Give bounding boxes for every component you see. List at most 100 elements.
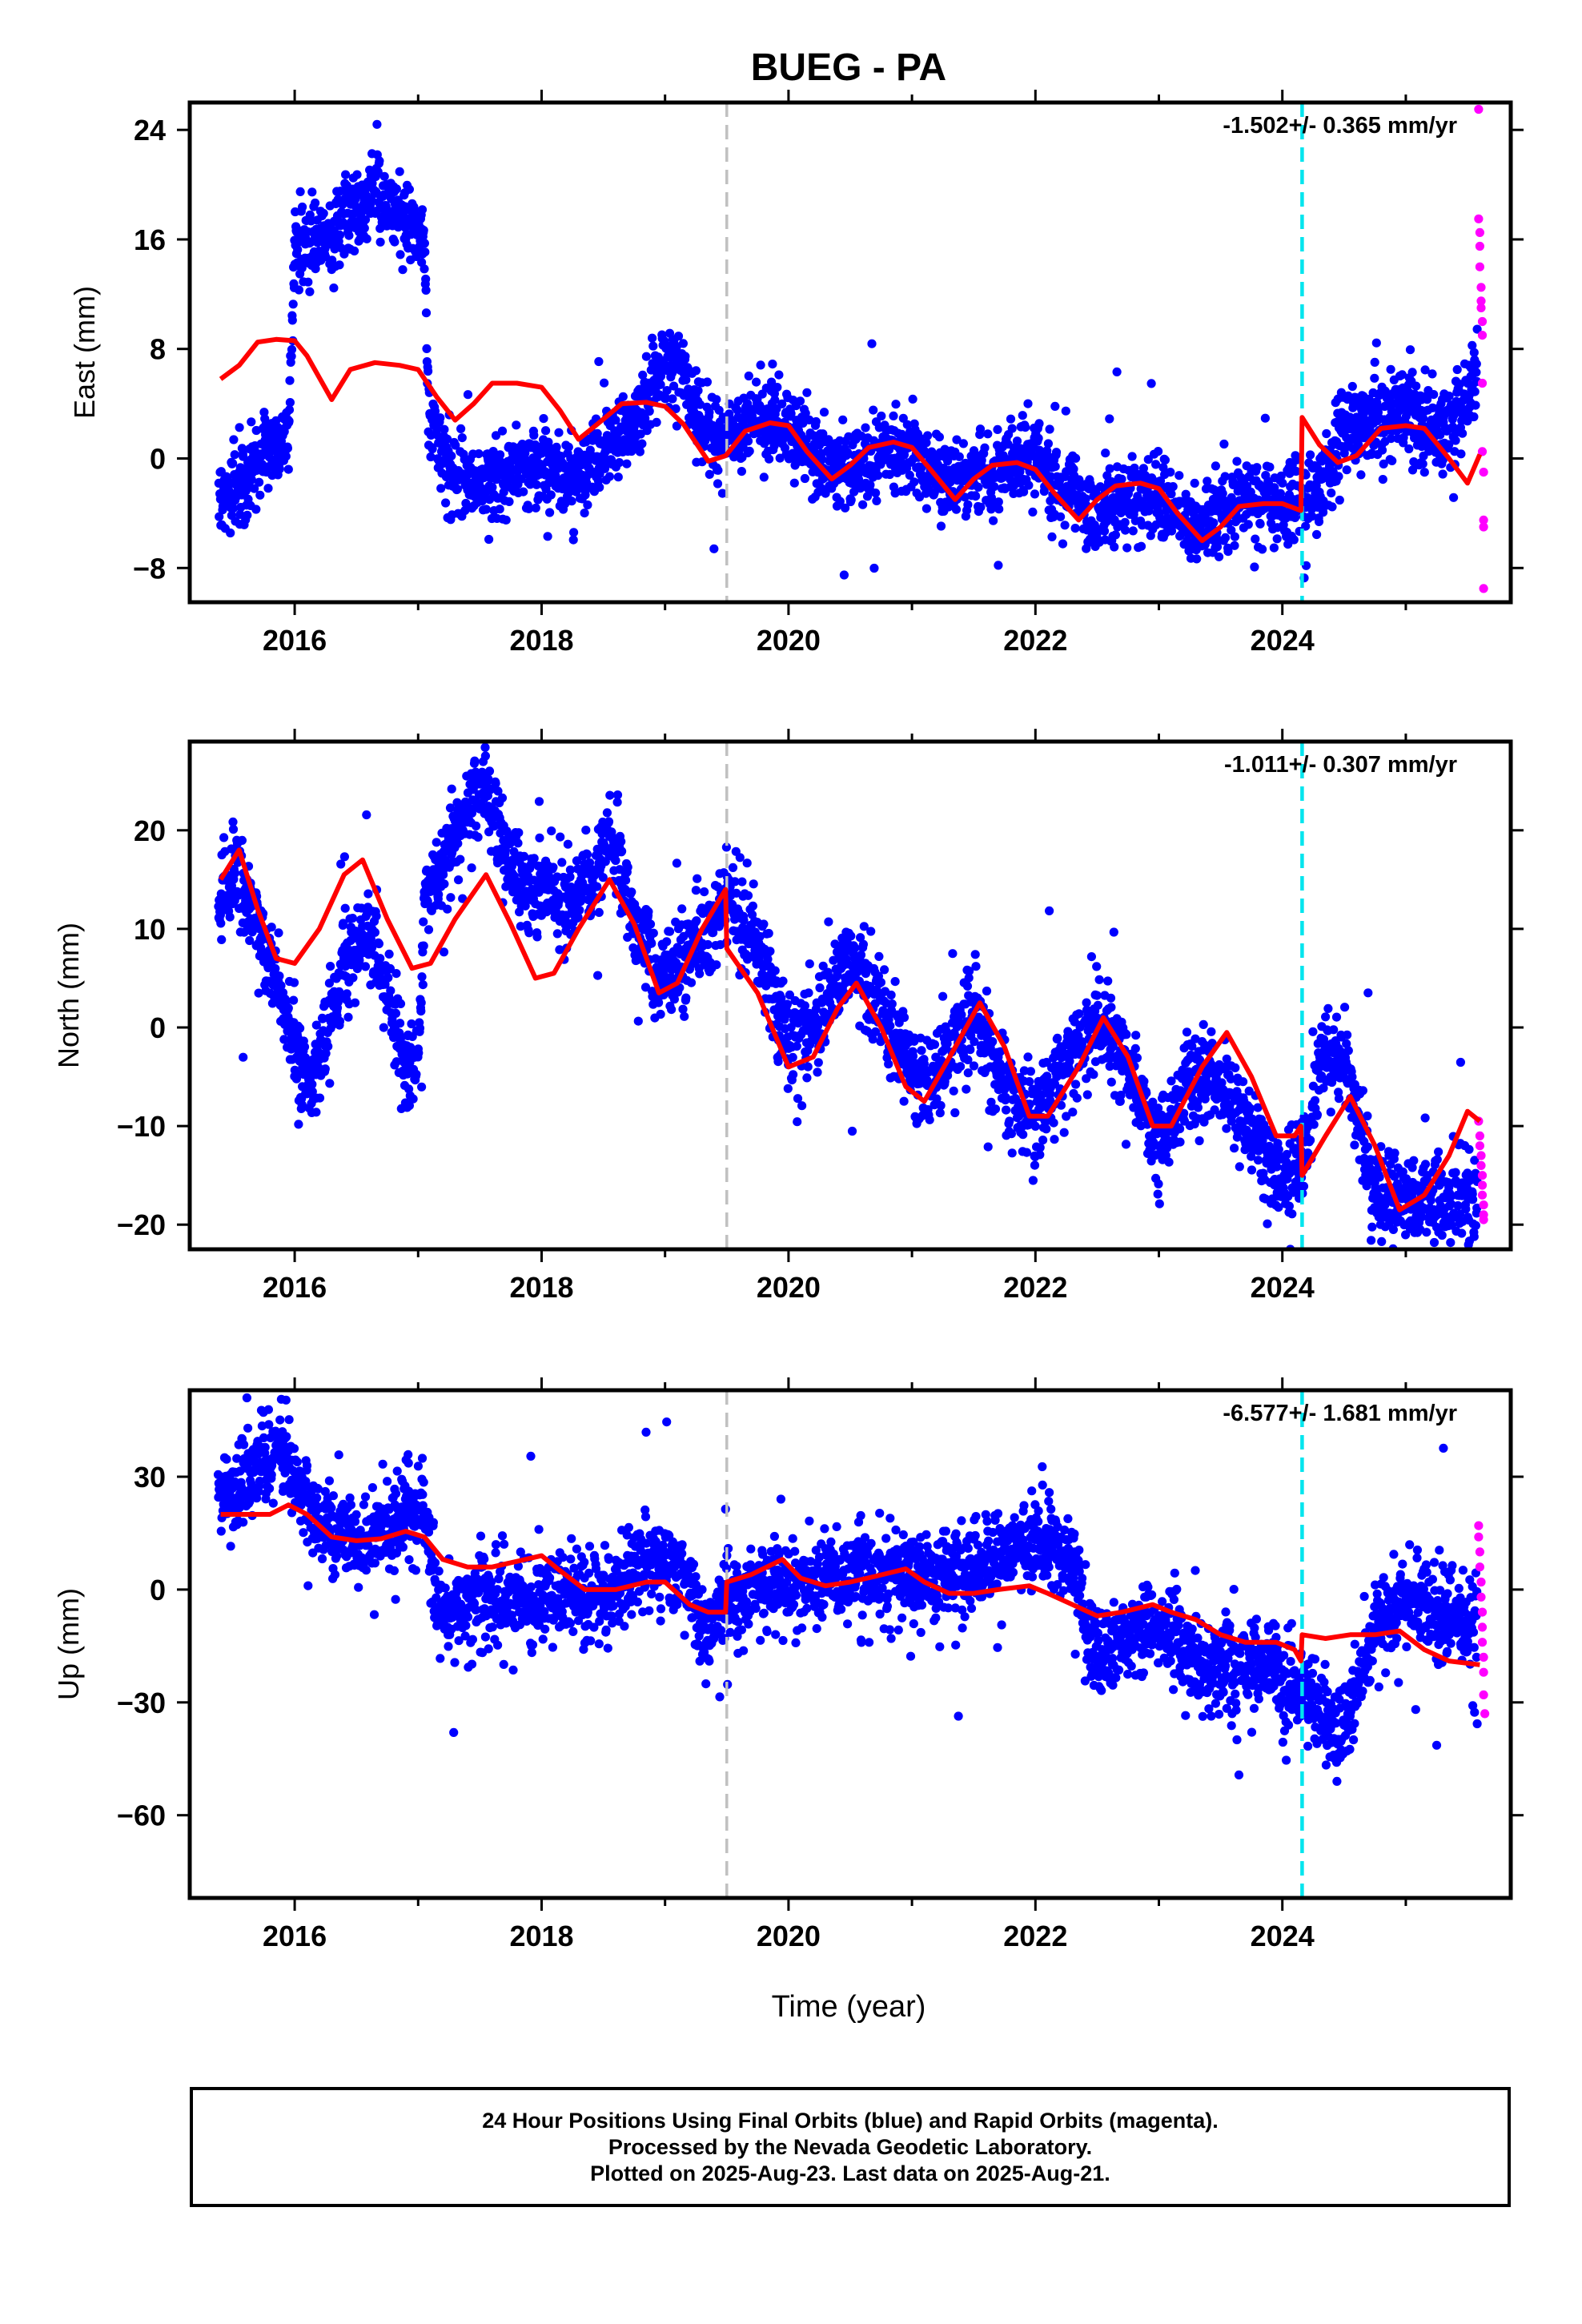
final-orbit-point bbox=[602, 808, 612, 818]
final-orbit-point bbox=[404, 184, 414, 194]
final-orbit-point bbox=[753, 428, 763, 438]
final-orbit-point bbox=[693, 874, 702, 883]
final-orbit-point bbox=[217, 935, 227, 944]
final-orbit-point bbox=[742, 858, 752, 868]
final-orbit-point bbox=[1347, 381, 1357, 392]
final-orbit-point bbox=[421, 285, 431, 295]
final-orbit-point bbox=[672, 858, 682, 868]
final-orbit-point bbox=[473, 832, 483, 842]
final-orbit-point bbox=[342, 989, 351, 999]
final-orbit-point bbox=[770, 395, 780, 405]
final-orbit-point bbox=[712, 960, 721, 970]
final-orbit-point bbox=[501, 515, 511, 525]
rapid-orbit-point bbox=[1476, 283, 1486, 292]
final-orbit-point bbox=[983, 429, 993, 439]
final-orbit-point bbox=[1407, 465, 1418, 475]
final-orbit-point bbox=[416, 1007, 426, 1016]
final-orbit-point bbox=[622, 459, 632, 468]
final-orbit-point bbox=[1166, 526, 1177, 536]
final-orbit-point bbox=[656, 380, 665, 389]
axes-frame bbox=[187, 100, 1513, 605]
final-orbit-point bbox=[702, 377, 713, 387]
final-orbit-point bbox=[361, 60, 370, 69]
final-orbit-point bbox=[867, 339, 877, 348]
final-orbit-point bbox=[255, 477, 264, 487]
final-orbit-point bbox=[1218, 489, 1227, 498]
final-orbit-point bbox=[1023, 399, 1033, 408]
final-orbit-point bbox=[428, 444, 437, 454]
final-orbit-point bbox=[705, 408, 714, 417]
chart-title: BUEG - PA bbox=[751, 46, 946, 89]
final-orbit-point bbox=[1397, 370, 1407, 380]
final-orbit-point bbox=[391, 184, 401, 194]
final-orbit-point bbox=[861, 423, 870, 432]
final-orbit-point bbox=[672, 421, 682, 431]
final-orbit-point bbox=[419, 226, 428, 235]
final-orbit-point bbox=[1258, 545, 1267, 554]
final-orbit-point bbox=[230, 450, 239, 460]
final-orbit-point bbox=[422, 344, 432, 353]
final-orbit-point bbox=[514, 828, 524, 838]
rapid-orbit-point bbox=[1477, 331, 1488, 340]
final-orbit-point bbox=[529, 854, 539, 863]
final-orbit-point bbox=[289, 978, 299, 987]
final-orbit-point bbox=[371, 911, 381, 921]
final-orbit-point bbox=[504, 497, 514, 507]
final-orbit-point bbox=[671, 404, 681, 413]
final-orbit-point bbox=[800, 1001, 810, 1011]
final-orbit-point bbox=[817, 455, 827, 464]
final-orbit-point bbox=[396, 999, 406, 1008]
final-orbit-point bbox=[391, 1008, 401, 1018]
final-orbit-point bbox=[936, 521, 946, 531]
final-orbit-point bbox=[274, 928, 283, 938]
final-orbit-point bbox=[1120, 517, 1130, 527]
final-orbit-point bbox=[975, 424, 986, 434]
final-orbit-point bbox=[375, 954, 385, 963]
final-orbit-point bbox=[430, 406, 440, 416]
final-orbit-point bbox=[228, 459, 238, 468]
final-orbit-point bbox=[819, 408, 829, 417]
final-orbit-point bbox=[454, 875, 464, 885]
final-orbit-point bbox=[618, 392, 628, 401]
final-orbit-point bbox=[669, 381, 679, 391]
final-orbit-point bbox=[1468, 340, 1477, 350]
final-orbit-point bbox=[869, 563, 879, 573]
final-orbit-point bbox=[647, 939, 656, 948]
final-orbit-point bbox=[225, 912, 235, 922]
final-orbit-point bbox=[843, 448, 853, 457]
final-orbit-point bbox=[228, 504, 239, 513]
final-orbit-point bbox=[865, 480, 875, 490]
final-orbit-point bbox=[748, 901, 758, 911]
final-orbit-point bbox=[594, 907, 604, 917]
rapid-orbit-point bbox=[1477, 447, 1488, 456]
final-orbit-point bbox=[1370, 373, 1379, 383]
final-orbit-point bbox=[737, 877, 747, 887]
final-orbit-point bbox=[307, 187, 317, 197]
final-orbit-point bbox=[452, 485, 463, 494]
final-orbit-point bbox=[529, 430, 539, 440]
final-orbit-point bbox=[497, 426, 508, 436]
final-orbit-point bbox=[436, 413, 445, 423]
final-orbit-point bbox=[439, 870, 448, 879]
final-orbit-point bbox=[1322, 428, 1331, 439]
final-orbit-point bbox=[713, 479, 723, 489]
final-orbit-point bbox=[1074, 475, 1084, 485]
final-orbit-point bbox=[284, 405, 295, 415]
final-orbit-point bbox=[420, 239, 430, 248]
final-orbit-point bbox=[871, 489, 881, 498]
final-orbit-point bbox=[1444, 392, 1454, 401]
final-orbit-point bbox=[283, 464, 293, 474]
final-orbit-point bbox=[284, 416, 294, 426]
final-orbit-point bbox=[491, 778, 500, 788]
final-orbit-point bbox=[1190, 478, 1199, 489]
final-orbit-point bbox=[1379, 459, 1388, 469]
final-orbit-point bbox=[539, 414, 548, 424]
final-orbit-point bbox=[934, 432, 944, 442]
final-orbit-point bbox=[534, 797, 544, 806]
rapid-orbit-point bbox=[1477, 316, 1488, 327]
final-orbit-point bbox=[1418, 459, 1427, 468]
final-orbit-point bbox=[662, 937, 672, 947]
final-orbit-point bbox=[921, 438, 931, 448]
final-orbit-point bbox=[770, 966, 780, 975]
final-orbit-point bbox=[457, 433, 467, 443]
